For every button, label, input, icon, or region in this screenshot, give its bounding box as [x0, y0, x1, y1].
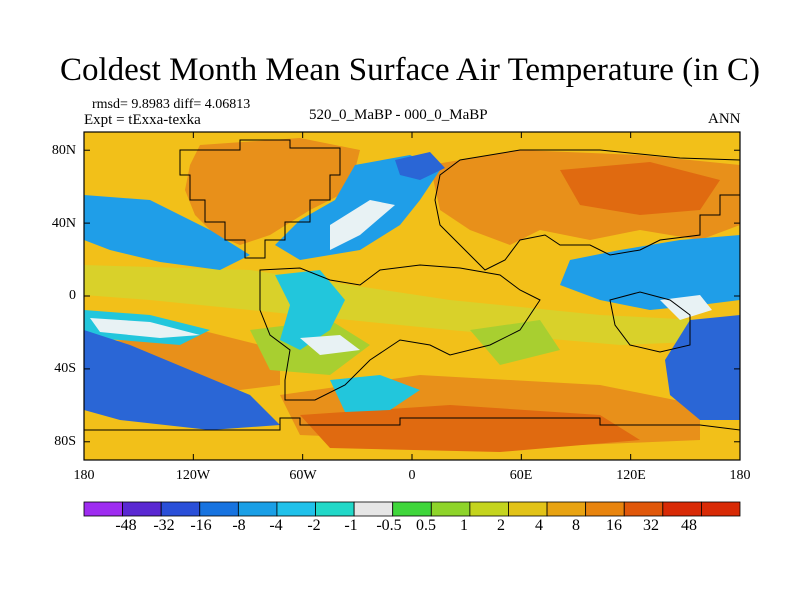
coastline-africa-south-america	[259, 264, 541, 401]
southeast-cold	[665, 315, 740, 420]
lon-label-180e: 180	[729, 468, 751, 483]
colorbar-label: -32	[153, 517, 175, 534]
eurasia-hot-core	[560, 162, 720, 215]
lon-label-180w: 180	[73, 468, 95, 483]
lon-label-0: 0	[408, 468, 416, 483]
antarctic-hot	[300, 405, 640, 452]
experiment-label: Expt = tExxa-texka	[84, 112, 201, 128]
temperature-field	[84, 132, 740, 460]
lat-label-40s: 40S	[54, 361, 76, 376]
colorbar-label: -0.5	[376, 517, 402, 534]
lat-label-40n: 40N	[51, 216, 76, 231]
coastline-antarctica	[84, 417, 740, 431]
coastlines	[84, 139, 740, 431]
stats-label: rmsd= 9.8983 diff= 4.06813	[92, 97, 251, 112]
colorbar-swatch	[701, 501, 741, 517]
north-atlantic-cold	[275, 155, 440, 260]
lat-label-equator: 0	[69, 288, 76, 303]
colorbar-label: 4	[535, 517, 543, 534]
south-atlantic-cold	[330, 375, 420, 412]
colorbar-swatch	[276, 501, 316, 517]
colorbar-label: -8	[232, 517, 246, 534]
colorbar-swatch	[237, 501, 278, 517]
coastline-eurasia	[434, 149, 740, 271]
south-pacific-cold	[84, 330, 280, 430]
colorbar-label: 8	[572, 517, 580, 534]
comparison-label: 520_0_MaBP - 000_0_MaBP	[309, 107, 488, 123]
colorbar-swatch	[83, 501, 123, 517]
pale-streak-north-atlantic	[330, 200, 395, 250]
pale-streak-indopacific	[660, 295, 712, 320]
arctic-deep-cold	[395, 152, 445, 180]
colorbar-swatch	[430, 501, 471, 517]
pale-streak-pacific	[90, 318, 200, 338]
caribbean-cold	[275, 270, 345, 350]
map-title: Coldest Month Mean Surface Air Temperatu…	[60, 52, 760, 88]
north-pacific-cold	[84, 195, 250, 270]
colorbar-label: -2	[307, 517, 321, 534]
lon-label-60w: 60W	[289, 468, 317, 483]
colorbar-swatch	[585, 501, 625, 517]
colorbar-label: -4	[269, 517, 283, 534]
lon-label-120w: 120W	[175, 468, 211, 483]
colorbar-label: -1	[344, 517, 358, 534]
coastline-north-continent	[179, 139, 341, 259]
colorbar-swatch	[469, 501, 509, 517]
colorbar-label: 2	[497, 517, 505, 534]
colorbar-swatch	[160, 501, 201, 517]
colorbar-swatch	[199, 501, 239, 517]
indopacific-cold	[560, 235, 740, 310]
africa-green-patch	[470, 320, 560, 365]
colorbar-swatch	[122, 501, 162, 517]
atlantic-green-patch	[250, 320, 370, 375]
colorbar-label: 32	[643, 517, 659, 534]
lat-label-80n: 80N	[51, 143, 76, 158]
colorbar-label: 0.5	[416, 517, 436, 534]
lon-label-120e: 120E	[616, 468, 646, 483]
colorbar-label: 16	[606, 517, 622, 534]
colorbar-swatch	[623, 501, 664, 517]
pale-streak-south-atlantic	[300, 335, 360, 355]
colorbar-swatch	[662, 501, 702, 517]
lon-label-60e: 60E	[509, 468, 533, 483]
colorbar-swatch	[353, 501, 394, 517]
colorbar-swatch	[392, 501, 432, 517]
tropical-mild-band	[84, 265, 740, 345]
colorbar-swatch	[546, 501, 587, 517]
colorbar-label: -48	[115, 517, 137, 534]
north-america-warm	[185, 138, 360, 245]
colorbar-swatch	[508, 501, 548, 517]
axis-ticks	[83, 132, 741, 460]
colorbar-label: 48	[681, 517, 697, 534]
coastline-east-island	[609, 291, 691, 353]
colorbar-label: -16	[190, 517, 212, 534]
colorbar	[83, 501, 741, 517]
colorbar-label: 1	[460, 517, 468, 534]
lat-label-80s: 80S	[54, 434, 76, 449]
colorbar-swatch	[315, 501, 355, 517]
season-label: ANN	[708, 111, 741, 127]
